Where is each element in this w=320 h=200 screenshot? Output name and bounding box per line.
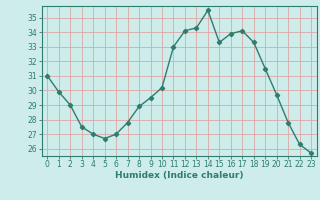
X-axis label: Humidex (Indice chaleur): Humidex (Indice chaleur) [115, 171, 244, 180]
